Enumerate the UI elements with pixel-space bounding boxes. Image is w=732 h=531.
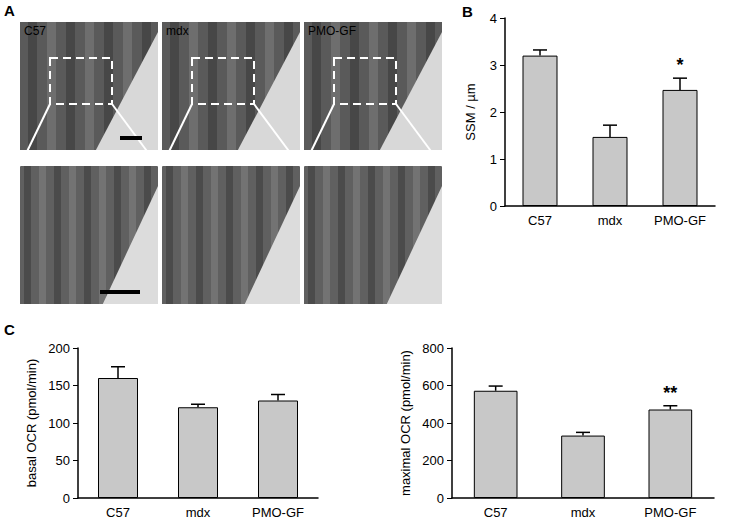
svg-text:B: B <box>462 3 473 20</box>
svg-text:SSM / µm: SSM / µm <box>463 83 478 140</box>
svg-text:C57: C57 <box>528 213 552 228</box>
svg-text:A: A <box>4 2 15 19</box>
svg-text:**: ** <box>663 383 677 403</box>
svg-text:C57: C57 <box>484 505 508 520</box>
svg-text:*: * <box>676 55 683 75</box>
svg-text:C: C <box>4 321 15 338</box>
svg-text:150: 150 <box>48 378 70 393</box>
svg-text:PMO-GF: PMO-GF <box>308 24 356 38</box>
svg-text:PMO-GF: PMO-GF <box>654 213 706 228</box>
svg-text:400: 400 <box>422 416 444 431</box>
svg-text:4: 4 <box>490 11 497 26</box>
svg-text:600: 600 <box>422 378 444 393</box>
svg-text:C57: C57 <box>106 505 130 520</box>
svg-text:3: 3 <box>490 58 497 73</box>
svg-text:maximal OCR (pmol/min): maximal OCR (pmol/min) <box>398 350 413 496</box>
svg-text:800: 800 <box>422 341 444 356</box>
svg-text:C57: C57 <box>24 24 46 38</box>
svg-text:50: 50 <box>56 453 70 468</box>
svg-text:200: 200 <box>422 453 444 468</box>
svg-text:mdx: mdx <box>186 505 211 520</box>
svg-text:0: 0 <box>63 491 70 506</box>
svg-text:mdx: mdx <box>571 505 596 520</box>
svg-text:PMO-GF: PMO-GF <box>644 505 696 520</box>
svg-text:0: 0 <box>437 491 444 506</box>
svg-text:mdx: mdx <box>166 24 189 38</box>
svg-text:1: 1 <box>490 152 497 167</box>
svg-text:basal OCR (pmol/min): basal OCR (pmol/min) <box>24 359 39 488</box>
svg-text:0: 0 <box>490 199 497 214</box>
svg-text:100: 100 <box>48 416 70 431</box>
svg-text:PMO-GF: PMO-GF <box>252 505 304 520</box>
svg-text:mdx: mdx <box>598 213 623 228</box>
svg-text:2: 2 <box>490 105 497 120</box>
svg-text:200: 200 <box>48 341 70 356</box>
